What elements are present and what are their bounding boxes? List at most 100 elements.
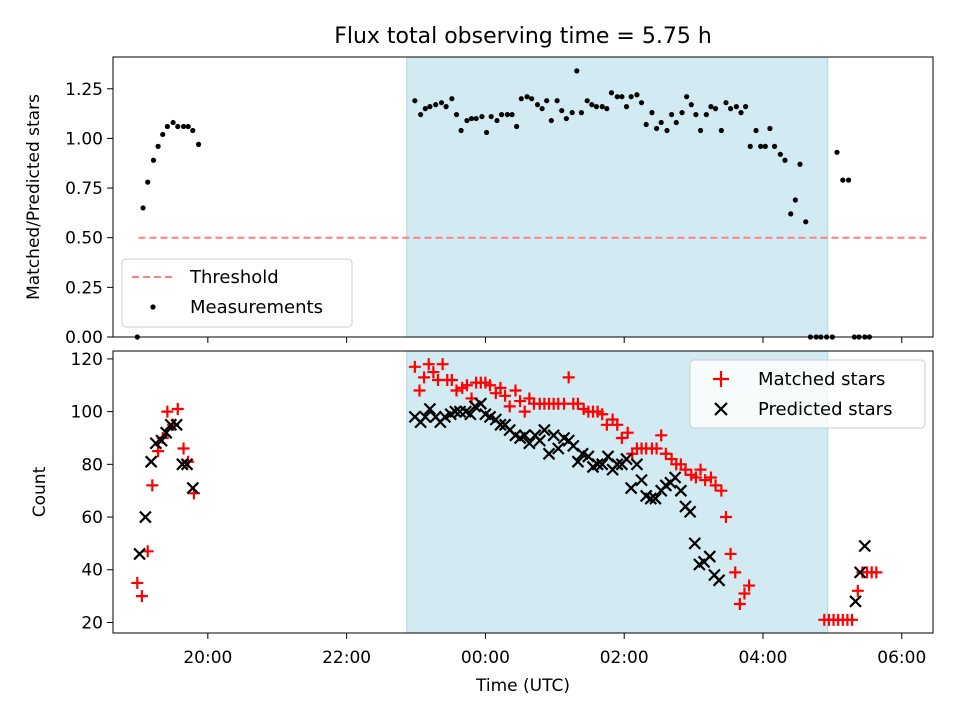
matched-star-marker bbox=[152, 445, 165, 458]
measurement-point bbox=[504, 111, 510, 118]
predicted-star-marker bbox=[542, 447, 556, 461]
measurement-point bbox=[723, 100, 729, 106]
matched-star-marker bbox=[743, 579, 756, 592]
measurement-points bbox=[134, 68, 872, 340]
bottom-x-tick-label: 06:00 bbox=[877, 648, 926, 668]
measurement-point bbox=[554, 98, 560, 104]
measurement-point bbox=[195, 141, 202, 147]
predicted-star-marker bbox=[449, 405, 462, 418]
predicted-star-marker bbox=[688, 537, 702, 550]
measurement-point bbox=[569, 110, 575, 116]
predicted-star-marker bbox=[649, 492, 662, 505]
bottom-y-tick-label: 120 bbox=[71, 350, 103, 370]
matched-star-marker bbox=[870, 566, 883, 579]
measurement-point bbox=[559, 108, 565, 114]
bottom-x-tick-label: 00:00 bbox=[461, 648, 510, 668]
matched-star-marker bbox=[450, 384, 463, 397]
measurement-point bbox=[185, 123, 191, 130]
top-plot-frame bbox=[112, 56, 934, 338]
top-y-tick-label: 1.25 bbox=[65, 80, 103, 100]
predicted-star-marker bbox=[547, 429, 560, 442]
measurement-point bbox=[180, 123, 187, 130]
measurement-point bbox=[589, 102, 595, 108]
measurement-point bbox=[684, 94, 690, 100]
measurement-point bbox=[499, 111, 505, 118]
measurement-point bbox=[578, 110, 585, 116]
predicted-star-marker bbox=[155, 434, 168, 447]
matched-star-marker bbox=[733, 598, 746, 611]
predicted-star-marker bbox=[853, 566, 867, 579]
matched-star-marker bbox=[600, 418, 613, 431]
matched-star-marker bbox=[484, 379, 497, 392]
measurement-point bbox=[155, 143, 161, 149]
measurement-point bbox=[175, 123, 181, 130]
matched-star-marker bbox=[436, 358, 449, 371]
measurements-legend-swatch bbox=[150, 304, 156, 310]
predicted-star-marker bbox=[180, 458, 194, 471]
matched-star-marker bbox=[171, 402, 184, 415]
measurement-point bbox=[449, 96, 455, 102]
measurement-point bbox=[427, 104, 433, 110]
bottom-panel: 20:00 22:00 00:00 02:00 04:00 06:00 20 40 60 80 1… bbox=[30, 350, 934, 696]
measurement-point bbox=[544, 98, 550, 104]
top-x-ticks bbox=[207, 337, 903, 343]
predicted-star-marker bbox=[674, 484, 688, 497]
measurement-point bbox=[584, 98, 590, 104]
top-y-tick-label: 1.00 bbox=[65, 129, 103, 149]
bottom-x-ticks: 20:00 22:00 00:00 02:00 04:00 06:00 bbox=[183, 633, 926, 668]
predicted-star-marker bbox=[620, 452, 633, 466]
matched-star-marker bbox=[131, 576, 144, 589]
predicted-star-marker bbox=[538, 423, 551, 437]
matched-star-marker bbox=[689, 471, 702, 484]
bottom-legend: Matched stars Predicted stars bbox=[689, 359, 926, 429]
predicted-star-marker bbox=[668, 471, 682, 484]
matched-star-marker bbox=[846, 613, 859, 626]
measurement-point bbox=[494, 117, 500, 124]
matched-stars-points bbox=[131, 358, 883, 626]
measurement-point bbox=[712, 106, 719, 112]
measurement-point bbox=[782, 157, 788, 163]
matched-star-marker bbox=[694, 463, 707, 476]
measurement-point bbox=[688, 102, 694, 108]
measurements-legend-label: Measurements bbox=[190, 297, 323, 318]
top-y-tick-label: 0.75 bbox=[65, 179, 103, 199]
bottom-legend-box bbox=[689, 359, 926, 429]
matched-star-marker bbox=[177, 442, 190, 455]
top-legend: Threshold Measurements bbox=[121, 258, 353, 328]
bottom-y-tick-label: 100 bbox=[71, 403, 103, 423]
measurement-point bbox=[539, 106, 545, 112]
measurement-point bbox=[669, 111, 675, 118]
predicted-star-marker bbox=[474, 397, 488, 410]
matched-star-marker bbox=[611, 418, 624, 431]
predicted-star-marker bbox=[176, 458, 189, 471]
measurement-point bbox=[703, 111, 709, 118]
bottom-plot-frame bbox=[112, 350, 934, 634]
measurement-point bbox=[145, 179, 151, 185]
measurement-point bbox=[708, 104, 714, 110]
measurement-point bbox=[638, 100, 645, 106]
measurement-point bbox=[762, 143, 768, 149]
measurement-point bbox=[422, 106, 428, 112]
measurement-point bbox=[150, 157, 157, 163]
predicted-stars-points bbox=[133, 397, 872, 608]
matched-star-marker bbox=[596, 408, 609, 421]
measurement-point bbox=[623, 104, 630, 110]
predicted-star-marker bbox=[703, 550, 717, 563]
matched-star-marker bbox=[655, 429, 668, 442]
top-panel: 0.00 0.25 0.50 0.75 1.00 1.25 Matched/Predict… bbox=[24, 56, 934, 348]
bottom-x-tick-label: 02:00 bbox=[600, 648, 649, 668]
predicted-star-marker bbox=[858, 539, 872, 553]
measurement-point bbox=[758, 143, 764, 149]
measurement-point bbox=[433, 102, 439, 108]
matched-star-marker bbox=[509, 384, 522, 397]
matched-star-marker bbox=[659, 447, 672, 460]
matched-star-marker bbox=[729, 566, 742, 579]
measurement-point bbox=[693, 111, 699, 118]
matched-star-marker bbox=[413, 384, 426, 397]
matched-star-marker bbox=[699, 474, 712, 487]
measurement-point bbox=[834, 149, 840, 155]
measurement-point bbox=[777, 151, 783, 157]
measurement-point bbox=[160, 131, 166, 138]
measurement-point bbox=[443, 104, 449, 110]
measurement-point bbox=[649, 110, 655, 116]
